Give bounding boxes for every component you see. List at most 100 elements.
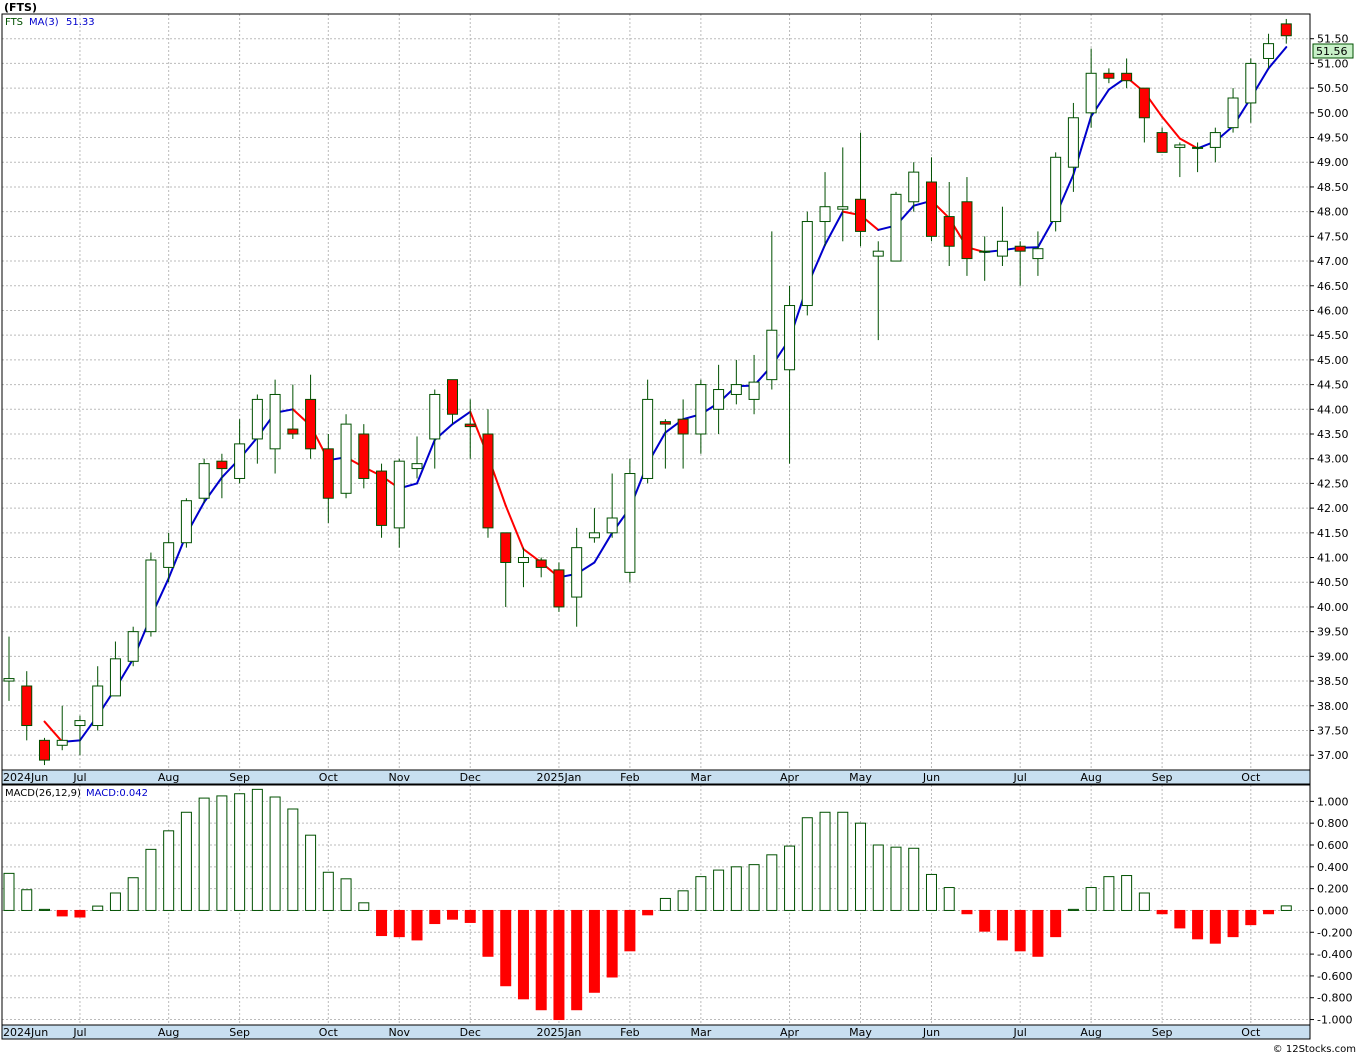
macd-date-label: Jul [72,1026,86,1039]
macd-bar-negative [1051,910,1061,936]
macd-bar-positive [731,867,741,911]
candle [4,637,14,701]
macd-date-label: Mar [690,1026,711,1039]
macd-bar-positive [39,909,49,910]
candle-body-up [412,464,422,469]
macd-date-label: Jul [1013,1026,1027,1039]
price-tick-label: 37.50 [1317,724,1349,737]
macd-tick-label: 0.600 [1317,839,1349,852]
candle-body-up [696,385,706,434]
candle-body-up [820,207,830,222]
candle-body-down [1139,88,1149,118]
price-grid [2,14,1310,770]
candle [1281,19,1291,44]
candle-body-up [199,464,209,499]
macd-bar-negative [962,910,972,913]
macd-bar-positive [944,888,954,911]
macd-bar-negative [536,910,546,1009]
macd-bar-positive [323,872,333,910]
macd-bar-positive [802,818,812,911]
price-tick-label: 37.00 [1317,749,1349,762]
candle-body-up [838,207,848,209]
candle [483,409,493,537]
candle [412,436,422,478]
candle-body-up [731,385,741,395]
candle [838,147,848,241]
macd-tick-label: -1.000 [1317,1014,1352,1027]
candle [252,394,262,463]
candle-body-up [714,390,724,410]
price-tick-label: 47.50 [1317,230,1349,243]
macd-date-label: May [849,1026,872,1039]
macd-bar-negative [1264,910,1274,913]
ma-segment [417,440,435,483]
price-tick-label: 45.50 [1317,329,1349,342]
macd-bar-positive [199,798,209,910]
macd-bar-negative [57,910,67,915]
macd-date-label: Sep [229,1026,250,1039]
macd-bar-positive [767,855,777,911]
price-axis: 37.0037.5038.0038.5039.0039.5040.0040.50… [1310,33,1349,762]
candle-body-up [57,740,67,745]
candle-body-down [1015,246,1025,251]
macd-date-label: Aug [1080,1026,1101,1039]
candle-body-down [554,570,564,607]
macd-bar-positive [838,812,848,910]
macd-date-label: Sep [1152,1026,1173,1039]
price-tick-label: 40.00 [1317,601,1349,614]
price-date-label: Jul [1013,771,1027,784]
chart-title: (FTS) [4,1,37,14]
candle [554,562,564,611]
candle-body-up [1175,145,1185,147]
candle-body-up [749,382,759,399]
price-tick-label: 40.50 [1317,576,1349,589]
price-date-label: Dec [460,771,481,784]
candle [217,454,227,498]
candle-body-up [1210,133,1220,148]
candlesticks [4,19,1291,765]
candle [714,365,724,434]
candle-body-up [1033,249,1043,259]
candle-body-up [909,172,919,202]
price-tick-label: 38.50 [1317,675,1349,688]
candle [731,360,741,404]
price-tick-label: 44.50 [1317,379,1349,392]
candle-body-up [181,501,191,543]
price-date-label: Sep [1152,771,1173,784]
macd-tick-label: 1.000 [1317,795,1349,808]
macd-tick-label: -0.800 [1317,992,1352,1005]
candle [820,172,830,246]
candle [465,399,475,458]
macd-date-label: 2025Jan [536,1026,581,1039]
price-date-label: Mar [690,771,711,784]
candle [430,390,440,469]
price-tick-label: 44.00 [1317,403,1349,416]
candle [926,157,936,241]
macd-bar-negative [518,910,528,998]
candle-body-down [1281,24,1291,36]
price-date-label: Jul [72,771,86,784]
candle-body-up [891,194,901,261]
candle-body-down [1122,73,1132,80]
candle [749,355,759,414]
candle [625,459,635,583]
macd-bar-positive [1086,888,1096,911]
candle-body-down [22,686,32,726]
candle [589,508,599,543]
candle [341,414,351,498]
price-tick-label: 48.50 [1317,181,1349,194]
candle-body-up [1264,44,1274,59]
candle-body-down [536,560,546,567]
macd-bar-negative [1193,910,1203,938]
candle-body-up [572,548,582,597]
candle-body-up [394,461,404,528]
candle-body-down [323,449,333,498]
macd-date-label: Feb [620,1026,639,1039]
candle-body-down [962,202,972,259]
candle-body-up [430,394,440,438]
macd-bar-negative [1228,910,1238,936]
macd-bar-positive [1139,893,1149,910]
candle-body-up [767,330,777,379]
ticker-label: FTS [5,17,23,28]
price-tick-label: 50.00 [1317,107,1349,120]
